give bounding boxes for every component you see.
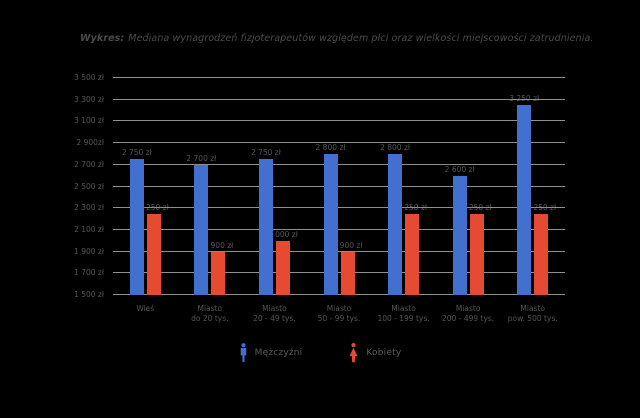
bar-women [275,240,290,295]
grid-line [113,272,565,274]
y-tick-label: 1 900 zł [74,246,104,256]
bar-women [146,213,161,295]
bar-value-label: 3 250 zł [509,94,540,104]
y-tick-label: 3 300 zł [74,94,104,104]
bar-men [258,159,273,295]
bar-women [211,251,226,295]
bar-men [517,105,532,295]
grid-line [113,207,565,209]
bar-value-label: 2 800 zł [315,142,346,152]
legend-item-women: Kobiety [348,343,401,363]
bar-value-label: 1 900 zł [332,240,363,250]
x-category-line: Miasto [326,304,352,313]
bar-men [452,175,467,295]
plot-area: 1 500 zł 1 700 zł 1 900 zł 2 100 zł 2 300 zł… [74,73,565,323]
legend: Mężczyźni Kobiety [0,343,640,363]
bar-women [340,251,355,295]
x-category-line: Miasto [455,304,481,313]
legend-label: Mężczyźni [254,348,303,358]
bar-value-label: 2 000 zł [267,229,298,239]
grid-line [113,98,565,100]
x-category-line: Miasto [391,304,416,313]
x-category-line: do 20 tys. [191,314,229,323]
y-tick-label: 1 500 zł [74,290,104,299]
grid-line [113,163,565,165]
bar-value-label: 2 250 zł [526,202,557,212]
y-tick-label: 2 700 zł [74,159,104,169]
x-category-line: 50 - 99 tys. [317,314,361,323]
x-category-label: Miasto pow. 500 tys. [500,304,565,324]
bar-value-label: 1 900 zł [203,240,234,250]
grid-line [113,294,565,295]
x-category-label: Wieś [113,304,178,314]
x-category-line: 20 - 49 tys. [253,314,296,323]
chart-title-text: Mediana wynagrodzeń fizjoterapeutów wzgl… [128,33,594,44]
x-category-line: pow. 500 tys. [507,314,558,323]
bar-value-label: 2 250 zł [461,202,492,212]
x-category-line: 100 - 199 tys. [377,314,430,323]
y-tick-label: 2 300 zł [74,203,104,213]
x-category-line: Miasto [520,304,545,313]
x-category-label: Miasto do 20 tys. [178,304,243,324]
x-category-line: Miasto [262,304,287,313]
y-tick-label: 1 700 zł [74,268,104,278]
woman-icon [348,343,359,363]
bar-value-label: 2 750 zł [250,148,281,158]
y-tick-label: 3 500 zł [74,73,104,82]
grid-line [113,142,565,144]
bar-women [469,213,484,295]
x-category-line: 200 - 499 tys. [442,314,495,323]
x-category-label: Miasto 20 - 49 tys. [242,304,307,324]
x-category-label: Miasto 200 - 499 tys. [436,304,501,324]
bar-men [323,153,338,295]
y-tick-label: 2 100 zł [74,224,104,234]
chart-title: Wykres: Mediana wynagrodzeń fizjoterapeut… [80,33,594,44]
bar-value-label: 2 800 zł [380,142,411,152]
bar-men [388,153,403,295]
y-tick-label: 2 500 zł [74,181,104,191]
x-category-line: Miasto [197,304,223,313]
x-category-line: Wieś [136,304,155,313]
grid-line [113,250,565,252]
bar-women [405,213,420,295]
grid-line [113,185,565,187]
chart-title-prefix: Wykres: [80,33,125,44]
y-tick-label: 2 900zł [76,138,104,148]
bar-men [194,164,209,295]
bar-value-label: 2 250 zł [138,202,169,212]
bar-value-label: 2 250 zł [397,202,428,212]
bar-value-label: 2 700 zł [186,153,217,163]
legend-label: Kobiety [366,348,402,358]
y-tick-label: 3 100 zł [74,116,104,126]
grid-line [113,120,565,122]
grid-line [113,228,565,230]
legend-item-men: Mężczyźni [239,343,303,363]
x-category-label: Miasto 100 - 199 tys. [371,304,436,324]
grid-line [113,77,565,78]
bar-women [534,213,549,295]
man-icon [239,343,248,363]
bar-value-label: 2 600 zł [444,164,475,174]
bar-value-label: 2 750 zł [121,148,152,158]
x-category-label: Miasto 50 - 99 tys. [307,304,372,324]
bar-men [129,159,144,295]
